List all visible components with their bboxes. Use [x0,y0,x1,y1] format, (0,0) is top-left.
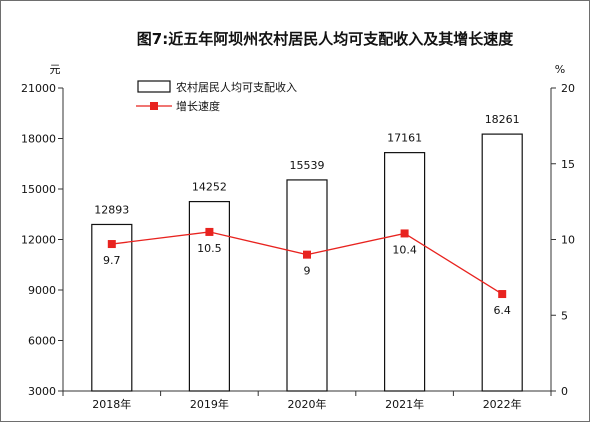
growth-marker [303,250,311,259]
x-tick-label: 2020年 [288,397,327,411]
right-tick-label: 15 [561,158,575,171]
chart-legend: 农村居民人均可支配收入 增长速度 [136,80,297,113]
chart-title: 图7:近五年阿坝州农村居民人均可支配收入及其增长速度 [137,30,514,48]
income-value-label: 15539 [290,159,325,172]
left-tick-label: 12000 [21,234,56,247]
growth-line-layer: 9.7 10.5 9 10.4 6.4 [103,227,511,317]
left-axis-unit: 元 [50,63,61,76]
income-value-label: 17161 [387,132,422,145]
legend-growth-label: 增长速度 [176,99,220,113]
income-value-label: 14252 [192,181,227,194]
income-value-label: 18261 [485,113,520,126]
left-tick-label: 6000 [28,335,56,348]
x-tick-label: 2018年 [92,397,131,411]
x-axis-ticks: 2018年 2019年 2020年 2021年 2022年 [62,391,552,411]
legend-bar-swatch [137,80,171,93]
growth-value-label: 10.5 [197,242,222,255]
left-tick-label: 21000 [21,82,56,95]
growth-value-label: 9.7 [103,254,121,267]
income-value-label: 12893 [94,203,129,216]
income-bar [286,179,328,392]
left-tick-label: 18000 [21,133,56,146]
left-axis-ticks: 3000 6000 9000 12000 15000 18000 21000 [21,82,63,398]
right-axis-unit: % [555,63,565,76]
legend-income-label: 农村居民人均可支配收入 [176,80,297,94]
income-bar [91,223,133,392]
growth-value-label: 9 [304,265,311,278]
left-tick-label: 9000 [28,284,56,297]
growth-value-label: 6.4 [493,304,511,317]
right-tick-label: 5 [561,309,568,322]
left-tick-label: 3000 [28,385,56,398]
x-tick-label: 2019年 [190,397,229,411]
growth-marker [107,240,116,249]
x-tick-label: 2021年 [385,397,424,411]
x-tick-label: 2022年 [483,397,522,411]
left-tick-label: 15000 [21,183,56,196]
income-bar [481,133,523,392]
growth-value-label: 10.4 [392,243,417,256]
legend-line-marker [150,102,158,110]
income-bar-labels: 12893 14252 15539 17161 18261 [94,113,519,216]
right-axis-ticks: 0 5 10 15 20 [551,82,575,398]
right-tick-label: 20 [561,82,575,95]
right-tick-label: 0 [561,385,568,398]
income-bars [91,133,523,392]
growth-marker [498,290,507,299]
growth-marker [400,229,409,238]
growth-marker [205,227,214,236]
income-bar [384,152,426,392]
right-tick-label: 10 [561,234,575,247]
